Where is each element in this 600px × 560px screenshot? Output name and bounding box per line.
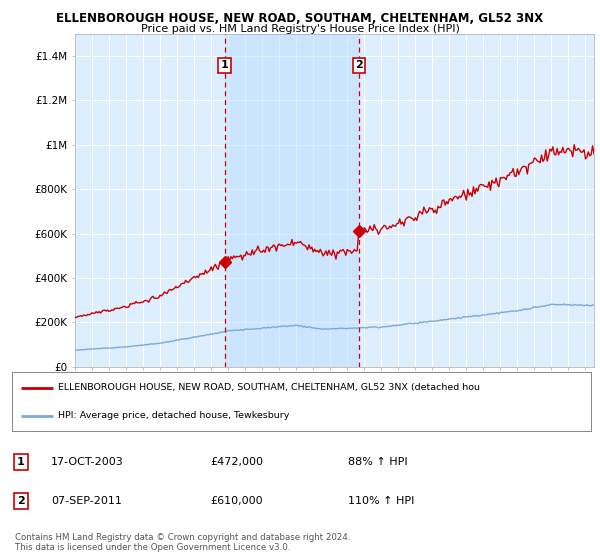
Text: 2: 2: [355, 60, 363, 70]
Text: This data is licensed under the Open Government Licence v3.0.: This data is licensed under the Open Gov…: [15, 543, 290, 552]
Bar: [224, 34, 359, 367]
Text: 110% ↑ HPI: 110% ↑ HPI: [348, 496, 415, 506]
Text: Price paid vs. HM Land Registry's House Price Index (HPI): Price paid vs. HM Land Registry's House …: [140, 24, 460, 34]
Text: 1: 1: [221, 60, 229, 70]
Text: ELLENBOROUGH HOUSE, NEW ROAD, SOUTHAM, CHELTENHAM, GL52 3NX (detached hou: ELLENBOROUGH HOUSE, NEW ROAD, SOUTHAM, C…: [58, 383, 481, 392]
Text: 88% ↑ HPI: 88% ↑ HPI: [348, 457, 407, 467]
Text: £610,000: £610,000: [210, 496, 263, 506]
Text: Contains HM Land Registry data © Crown copyright and database right 2024.: Contains HM Land Registry data © Crown c…: [15, 533, 350, 542]
Text: 17-OCT-2003: 17-OCT-2003: [51, 457, 124, 467]
Text: 07-SEP-2011: 07-SEP-2011: [51, 496, 122, 506]
Text: £472,000: £472,000: [210, 457, 263, 467]
Text: 2: 2: [17, 496, 25, 506]
Text: ELLENBOROUGH HOUSE, NEW ROAD, SOUTHAM, CHELTENHAM, GL52 3NX: ELLENBOROUGH HOUSE, NEW ROAD, SOUTHAM, C…: [56, 12, 544, 25]
Text: HPI: Average price, detached house, Tewkesbury: HPI: Average price, detached house, Tewk…: [58, 412, 290, 421]
Text: 1: 1: [17, 457, 25, 467]
